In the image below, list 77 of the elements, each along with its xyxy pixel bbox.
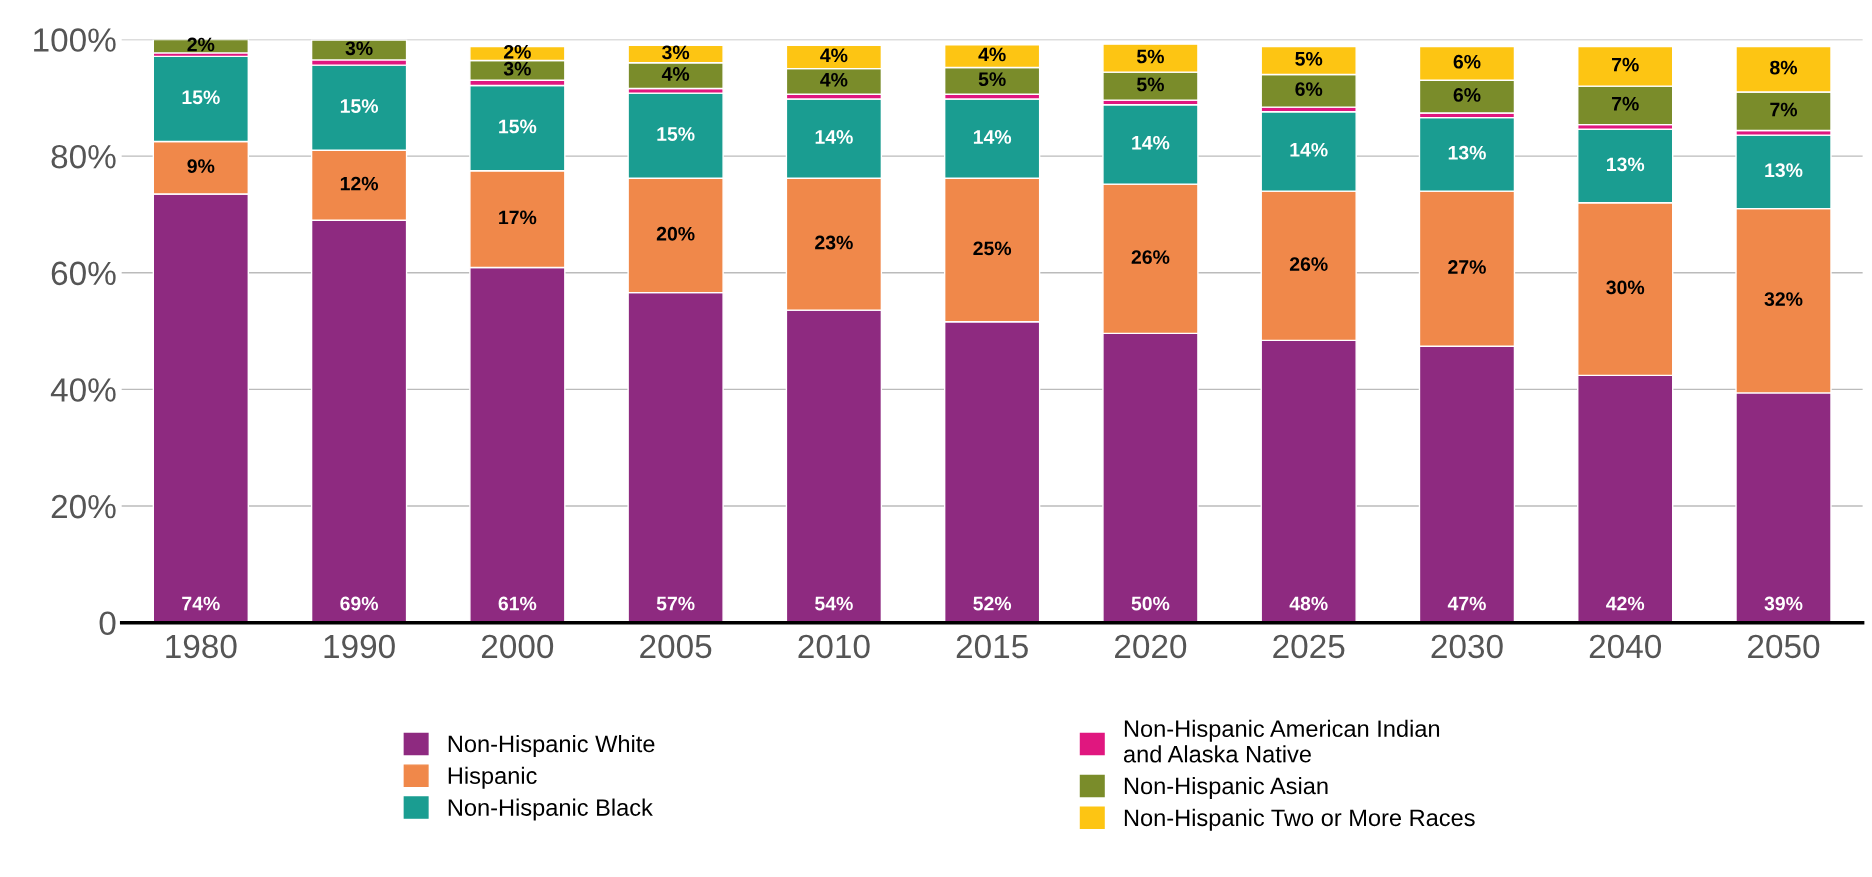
y-tick-label: 60% [51, 261, 116, 286]
data-label: 57% [656, 596, 695, 611]
y-tick-label: 20% [51, 494, 116, 519]
legend-label: Non-Hispanic Asian [1124, 776, 1328, 799]
x-tick-label: 1990 [324, 634, 395, 659]
data-label: 7% [1770, 102, 1798, 117]
data-label: 15% [182, 90, 220, 105]
data-label: 7% [1612, 96, 1639, 111]
data-label: 48% [1289, 596, 1328, 611]
data-label: 54% [815, 596, 853, 611]
data-label: 2% [187, 37, 215, 52]
data-label: 14% [1132, 135, 1170, 150]
data-label: 4% [978, 47, 1006, 62]
data-label: 17% [499, 210, 537, 225]
data-label: 20% [656, 226, 695, 241]
data-label: 13% [1765, 163, 1803, 178]
legend-label: Non-Hispanic White [448, 734, 655, 757]
x-tick-label: 2030 [1431, 634, 1503, 659]
data-label: 14% [815, 130, 853, 144]
data-label: 5% [1295, 51, 1323, 66]
bar [152, 39, 249, 54]
x-tick-label: 2050 [1748, 634, 1820, 659]
data-label: 6% [1295, 82, 1323, 97]
data-label: 23% [815, 235, 853, 250]
data-label: 4% [661, 67, 690, 81]
x-tick-label: 2010 [798, 634, 870, 659]
data-label: 74% [182, 596, 220, 611]
y-tick-label: 40% [50, 378, 116, 402]
x-tick-label: 2000 [481, 634, 554, 659]
data-label: 42% [1606, 596, 1645, 611]
x-tick-label: 1980 [166, 634, 237, 659]
data-label: 13% [1448, 145, 1486, 160]
data-label: 14% [1290, 142, 1328, 157]
data-label: 47% [1447, 596, 1486, 611]
data-label: 61% [498, 596, 537, 611]
data-label: 15% [657, 127, 695, 141]
data-label: 2% [503, 44, 531, 59]
data-label: 27% [1448, 260, 1486, 274]
x-tick-label: 2005 [640, 634, 712, 659]
data-label: 12% [340, 176, 379, 191]
data-label: 4% [820, 48, 848, 63]
data-label: 6% [1453, 88, 1481, 102]
x-tick-label: 2040 [1589, 634, 1662, 659]
y-tick-label: 0 [99, 611, 116, 636]
data-label: 3% [345, 41, 373, 56]
data-label: 15% [499, 119, 537, 134]
data-label: 13% [1607, 157, 1645, 172]
legend-label: Non-Hispanic American Indian and Alaska Native [1123, 719, 1440, 763]
data-label: 5% [978, 72, 1006, 87]
y-tick-label: 100% [34, 28, 116, 52]
data-label: 50% [1131, 596, 1170, 611]
data-label: 25% [973, 241, 1012, 256]
data-label: 39% [1764, 596, 1803, 611]
legend-label: Non-Hispanic Black [448, 798, 653, 821]
data-label: 4% [820, 72, 848, 87]
x-tick-label: 2020 [1115, 634, 1187, 659]
data-label: 5% [1136, 49, 1164, 64]
data-label: 15% [340, 99, 379, 113]
data-label: 14% [973, 130, 1012, 144]
data-label: 3% [503, 61, 531, 76]
data-label: 30% [1606, 280, 1645, 295]
data-label: 26% [1131, 250, 1170, 264]
data-label: 3% [662, 45, 690, 60]
data-label: 52% [973, 596, 1012, 611]
data-label: 6% [1453, 54, 1481, 69]
data-label: 9% [187, 159, 215, 173]
data-label: 32% [1764, 292, 1803, 306]
x-tick-label: 2015 [956, 634, 1028, 659]
legend-label: Non-Hispanic Two or More Races [1124, 808, 1475, 831]
data-label: 5% [1136, 77, 1164, 92]
legend-label: Hispanic [448, 766, 537, 789]
data-label: 8% [1770, 60, 1798, 75]
data-label: 69% [340, 596, 379, 611]
data-label: 7% [1612, 57, 1639, 72]
x-tick-label: 2025 [1273, 634, 1345, 659]
data-label: 26% [1289, 257, 1328, 271]
y-tick-label: 80% [51, 144, 116, 169]
